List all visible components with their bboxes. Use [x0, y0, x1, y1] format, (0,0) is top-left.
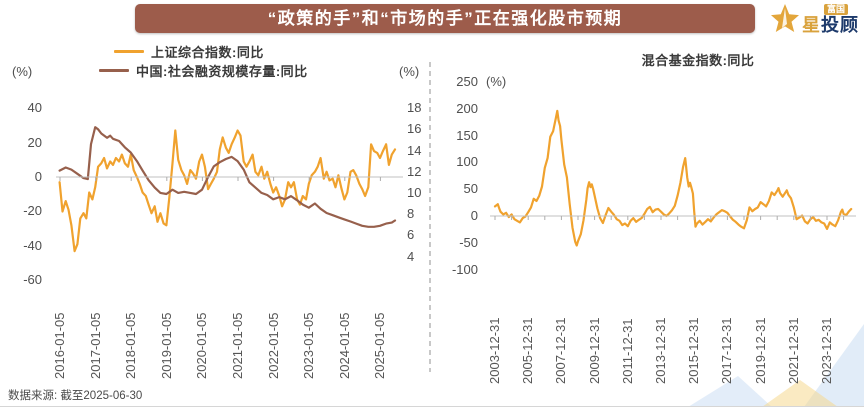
left-chart-xtick: 2024-01-05 [336, 312, 352, 380]
tsf-series-swatch [99, 68, 129, 72]
logo-product-name: 星 投顾 [802, 16, 859, 34]
data-source-note: 数据来源: 截至2025-06-30 [8, 387, 142, 403]
title-banner: “政策的手”和“市场的手”正在强化股市预期 [135, 4, 755, 33]
right-chart-xtick: 2009-12-31 [586, 317, 602, 385]
left-chart-right-ytick: 16 [407, 121, 422, 137]
series-line-brown [58, 126, 397, 228]
right-chart-ytick: 150 [456, 127, 478, 143]
right-chart-xtick: 2021-12-31 [785, 317, 801, 385]
right-chart-xtick: 2015-12-31 [686, 317, 702, 385]
left-chart-xtick: 2023-01-05 [301, 312, 317, 380]
series-line-fund-index [493, 109, 853, 247]
legend-item-tsf: 中国:社会融资规模存量:同比 [99, 62, 308, 79]
right-chart-xtick: 2005-12-31 [520, 317, 536, 385]
left-chart-xtick: 2017-01-05 [87, 312, 103, 380]
right-chart-xtick: 2023-12-31 [819, 317, 834, 385]
sse-series-label: 上证综合指数:同比 [151, 44, 264, 60]
left-chart [58, 126, 397, 253]
legend-item-sse: 上证综合指数:同比 [114, 43, 264, 60]
left-chart-xtick: 2025-01-05 [372, 312, 388, 380]
sse-series-swatch [114, 49, 144, 53]
left-chart-right-ytick: 10 [407, 184, 422, 200]
logo-company-badge: 富国 [824, 4, 849, 15]
right-chart [493, 109, 853, 247]
asof-date: 截至2025-06-30 [60, 390, 143, 402]
series-line-gold [58, 129, 397, 253]
left-chart-xtick: 2016-01-05 [52, 312, 67, 380]
logo-product-chars: 投顾 [821, 15, 859, 35]
left-chart-left-ytick: -60 [23, 272, 42, 288]
left-chart-right-ytick: 12 [407, 163, 422, 179]
left-chart-right-ytick: 6 [407, 227, 415, 243]
left-chart-left-ytick: 20 [27, 134, 42, 150]
left-chart-xtick: 2018-01-05 [123, 312, 139, 380]
right-chart-xtick: 2003-12-31 [487, 317, 502, 385]
right-chart-axis-unit: (%) [486, 74, 507, 89]
left-chart-xtick: 2019-01-05 [158, 312, 174, 380]
brand-logo: 富国 星 投顾 [770, 2, 859, 36]
page-title: “政策的手”和“市场的手”正在强化股市预期 [267, 9, 623, 28]
watermark-ribbon-icon [804, 324, 864, 406]
left-chart-left-axis-unit: (%) [12, 64, 33, 79]
source-label: 数据来源: [8, 390, 58, 402]
right-chart-ytick: 0 [470, 208, 478, 223]
left-chart-right-ytick: 4 [407, 248, 415, 264]
watermark-chevron-icon [689, 376, 771, 406]
left-chart-xtick: 2021-01-05 [230, 312, 245, 380]
tsf-series-label: 中国:社会融资规模存量:同比 [136, 63, 308, 79]
left-chart-left-ytick: 0 [34, 169, 42, 184]
left-chart-right-ytick: 8 [407, 206, 415, 222]
left-chart-xtick: 2022-01-05 [265, 312, 281, 380]
logo-star-char: 星 [802, 15, 821, 35]
left-chart-right-ytick: 14 [407, 142, 422, 158]
right-chart-ytick: -50 [459, 234, 478, 250]
left-chart-right-ytick: 18 [407, 100, 422, 116]
left-chart-xtick: 2020-01-05 [194, 312, 210, 380]
left-chart-right-axis-unit: (%) [399, 64, 420, 79]
star-icon [770, 2, 800, 36]
right-chart-ytick: -100 [451, 261, 478, 277]
right-chart-xtick: 2013-12-31 [653, 317, 668, 385]
right-chart-ytick: 200 [456, 100, 478, 116]
right-chart-ytick: 250 [456, 74, 478, 89]
right-chart-xtick: 2011-12-31 [619, 318, 635, 384]
right-chart-ytick: 50 [463, 181, 478, 197]
right-chart-title: 混合基金指数:同比 [641, 53, 755, 68]
left-chart-left-ytick: -40 [23, 237, 42, 253]
right-chart-xtick: 2007-12-31 [553, 317, 569, 385]
right-chart-xtick: 2019-12-31 [752, 317, 768, 385]
right-chart-xtick: 2017-12-31 [719, 317, 735, 385]
left-chart-left-ytick: -20 [23, 203, 42, 219]
right-chart-ytick: 100 [456, 154, 478, 170]
left-chart-left-ytick: 40 [27, 100, 42, 116]
logo-text-block: 富国 星 投顾 [802, 4, 859, 34]
watermark-triangle-icon [763, 380, 837, 406]
